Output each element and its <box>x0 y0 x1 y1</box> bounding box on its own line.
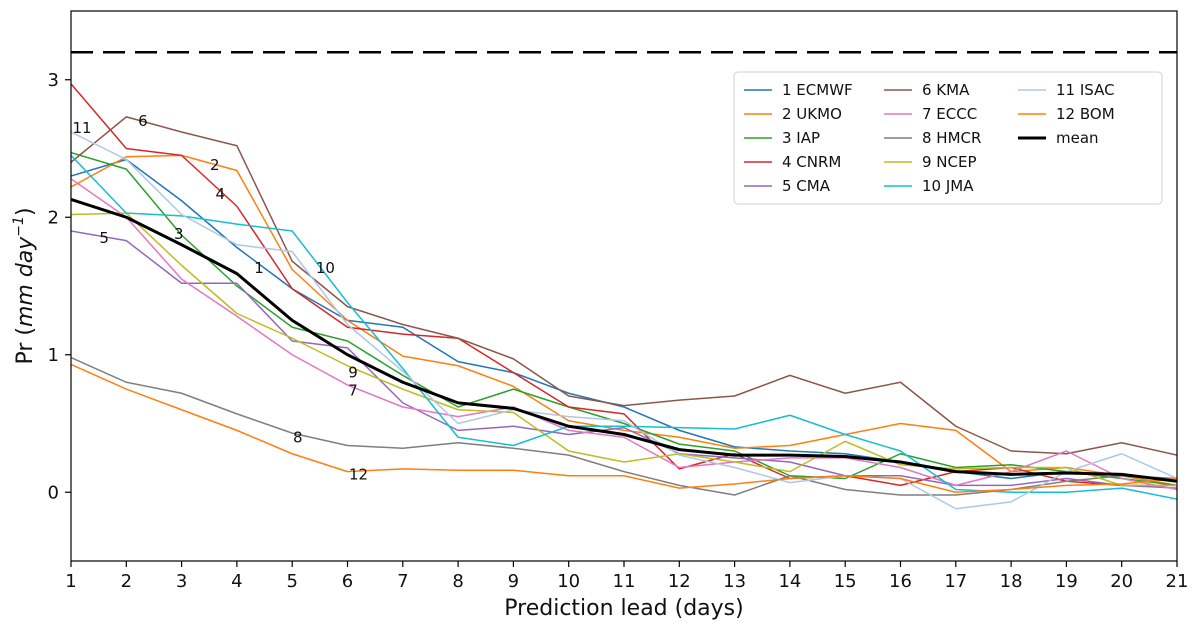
legend-box <box>733 71 1163 205</box>
x-axis-title: Prediction lead (days) <box>504 596 743 621</box>
y-axis-title-unit-mm: mm <box>13 284 38 327</box>
x-tick-label: 18 <box>1000 571 1023 592</box>
legend-entry: 3 IAP <box>782 129 820 147</box>
series-line-1 <box>71 158 1177 487</box>
y-axis-title-prefix: Pr ( <box>13 327 38 365</box>
y-tick-label: 1 <box>48 345 59 366</box>
series-annotation-7: 7 <box>348 382 358 400</box>
x-tick-label: 9 <box>508 571 519 592</box>
legend: 1 ECMWF 2 UKMO 3 IAP 4 CNRM 5 CMA 6 KMA 7 ECCC… <box>733 71 1163 205</box>
series-line-6 <box>71 116 1177 456</box>
x-tick-label: 3 <box>176 571 187 592</box>
series-line-9 <box>71 212 1177 487</box>
series-annotation-4: 4 <box>216 185 226 203</box>
series-annotation-5: 5 <box>99 229 109 247</box>
x-tick-label: 17 <box>944 571 967 592</box>
series-line-7 <box>71 178 1177 491</box>
x-tick-label: 1 <box>65 571 76 592</box>
series-layer <box>71 83 1177 510</box>
series-line-3 <box>71 151 1177 487</box>
x-tick-label: 8 <box>452 571 463 592</box>
series-annotation-6: 6 <box>138 112 148 130</box>
y-axis-title-suffix: ) <box>13 207 38 216</box>
legend-entry: 6 KMA <box>922 81 970 99</box>
x-tick-label: 19 <box>1055 571 1078 592</box>
legend-entry: 2 UKMO <box>782 105 842 123</box>
x-tick-label: 13 <box>723 571 746 592</box>
series-annotation-12: 12 <box>349 465 368 483</box>
y-tick-label: 0 <box>48 482 59 503</box>
legend-entry: 8 HMCR <box>922 129 981 147</box>
legend-entry: 11 ISAC <box>1056 81 1115 99</box>
series-annotations: 11 6 2 4 3 5 1 10 97 8 12 <box>73 112 369 483</box>
legend-entry: mean <box>1056 129 1099 147</box>
x-axis: 1 2 3 4 5 6 7 8 9 10 11 12 13 14 15 16 17 18 19 20 21 <box>65 561 1188 592</box>
series-annotation-10: 10 <box>316 259 335 277</box>
series-line-mean <box>71 197 1177 483</box>
series-line-10 <box>71 154 1177 500</box>
x-tick-label: 11 <box>613 571 636 592</box>
legend-entry: 9 NCEP <box>922 153 977 171</box>
legend-entry: 12 BOM <box>1056 105 1115 123</box>
series-line-2 <box>71 154 1177 487</box>
legend-entry: 1 ECMWF <box>782 81 853 99</box>
x-tick-label: 15 <box>834 571 857 592</box>
x-tick-label: 20 <box>1110 571 1133 592</box>
series-annotation-11: 11 <box>73 119 92 137</box>
y-tick-label: 3 <box>48 70 59 91</box>
series-annotation-9: 9 <box>348 364 358 382</box>
series-annotation-2: 2 <box>210 156 220 174</box>
legend-entry: 7 ECCC <box>922 105 977 123</box>
y-axis-title-unit-day: day <box>13 236 38 277</box>
legend-entry: 5 CMA <box>782 177 831 195</box>
series-line-4 <box>71 83 1177 487</box>
x-tick-label: 10 <box>557 571 580 592</box>
legend-entry: 10 JMA <box>922 177 974 195</box>
x-tick-label: 5 <box>286 571 297 592</box>
x-tick-label: 12 <box>668 571 691 592</box>
x-tick-label: 2 <box>121 571 132 592</box>
series-annotation-8: 8 <box>293 428 303 446</box>
series-line-11 <box>71 131 1177 510</box>
y-axis-title: Pr (mm day−1) <box>11 207 38 364</box>
series-line-12 <box>71 363 1177 493</box>
y-axis: 0 1 2 3 <box>48 70 71 503</box>
x-tick-label: 14 <box>778 571 801 592</box>
y-tick-label: 2 <box>48 207 59 228</box>
series-line-5 <box>71 230 1177 489</box>
x-tick-label: 4 <box>231 571 242 592</box>
x-tick-label: 16 <box>889 571 912 592</box>
legend-entry: 4 CNRM <box>782 153 841 171</box>
x-tick-label: 21 <box>1166 571 1189 592</box>
x-tick-label: 6 <box>342 571 353 592</box>
series-annotation-3: 3 <box>174 225 184 243</box>
series-annotation-1: 1 <box>254 259 264 277</box>
x-tick-label: 7 <box>397 571 408 592</box>
y-axis-title-exponent: −1 <box>11 216 27 237</box>
